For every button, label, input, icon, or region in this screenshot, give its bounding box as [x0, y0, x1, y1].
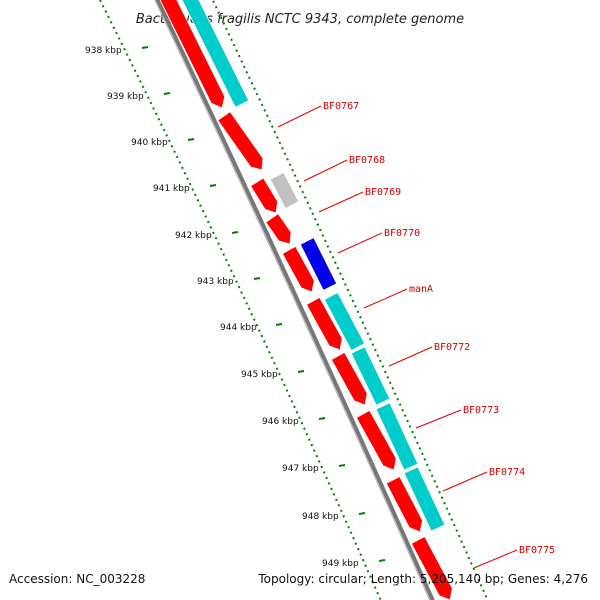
kbp-tick-label: 947 kbp — [282, 464, 319, 474]
gene-arrow-BF0773 — [330, 351, 368, 406]
gene-leader-line — [442, 471, 488, 492]
gene-leader-line — [415, 409, 462, 429]
kbp-tick-mark — [318, 417, 326, 420]
kbp-tick-mark — [141, 46, 149, 49]
feature-bar-BF0770 — [299, 237, 338, 291]
kbp-scale-ring — [99, 0, 382, 600]
topology-text: Topology: circular; Length: 5,205,140 bp… — [258, 572, 588, 586]
gene-label-BF0770[interactable]: BF0770 — [384, 228, 420, 239]
gene-label-BF0768[interactable]: BF0768 — [349, 155, 385, 166]
kbp-tick-mark — [253, 277, 261, 280]
kbp-tick-label: 944 kbp — [220, 323, 257, 333]
kbp-tick-label: 946 kbp — [262, 417, 299, 427]
gene-label-BF0774[interactable]: BF0774 — [489, 467, 525, 478]
feature-bar-BF0774 — [403, 466, 446, 532]
gene-label-group: BF0767 BF0768 BF0769 BF0770 manA BF0772 BF0773… — [277, 101, 555, 569]
kbp-tick-label: 943 kbp — [197, 277, 234, 287]
gene-label-BF0773[interactable]: BF0773 — [463, 405, 499, 416]
kbp-tick-mark — [297, 370, 305, 373]
genome-title: Bacteroides fragilis NCTC 9343, complete… — [136, 12, 464, 27]
gene-label-manA[interactable]: manA — [409, 284, 433, 295]
gene-leader-line — [277, 105, 322, 128]
gene-arrow-BF0775 — [410, 535, 453, 600]
kbp-tick-label: 941 kbp — [153, 184, 190, 194]
gene-label-BF0775[interactable]: BF0775 — [519, 545, 555, 556]
gene-arrow-BF0772 — [305, 296, 343, 351]
kbp-tick-mark — [275, 323, 283, 326]
feature-bar-BF0772 — [350, 346, 391, 406]
gene-arrow-BF0770 — [265, 213, 292, 245]
feature-bar-manA — [323, 291, 366, 352]
kbp-tick-group: 938 kbp 939 kbp 940 kbp 941 kbp 942 kbp 943 k… — [85, 46, 386, 569]
gene-arrow-BF0768 — [217, 111, 264, 171]
gene-leader-line — [337, 232, 383, 254]
kbp-tick-mark — [338, 464, 346, 467]
kbp-tick-label: 938 kbp — [85, 46, 122, 56]
gene-leader-line — [318, 191, 364, 213]
genome-backbone-inner — [154, 0, 431, 600]
kbp-tick-mark — [358, 512, 366, 515]
kbp-tick-label: 948 kbp — [302, 512, 339, 522]
gene-leader-line — [363, 288, 408, 309]
kbp-tick-label: 942 kbp — [175, 231, 212, 241]
kbp-tick-mark — [163, 92, 171, 95]
gene-label-BF0772[interactable]: BF0772 — [434, 342, 470, 353]
feature-bar-BF0767 — [181, 0, 250, 108]
gene-leader-line — [303, 159, 348, 182]
gene-track — [159, 0, 453, 600]
kbp-tick-label: 940 kbp — [131, 138, 168, 148]
kbp-tick-mark — [209, 184, 217, 187]
outer-tick-ring — [211, 0, 489, 600]
kbp-tick-mark — [378, 559, 386, 562]
gene-leader-line — [388, 346, 433, 367]
gene-label-BF0767[interactable]: BF0767 — [323, 101, 359, 112]
gene-arrow-manA — [281, 245, 315, 293]
gene-arrow-BF0775 — [385, 476, 423, 533]
genome-backbone — [155, 0, 435, 600]
kbp-tick-label: 949 kbp — [322, 559, 359, 569]
kbp-tick-label: 939 kbp — [107, 92, 144, 102]
gene-leader-line — [473, 549, 518, 569]
accession-text: Accession: NC_003228 — [9, 572, 146, 586]
gene-arrow-BF0767 — [159, 0, 226, 109]
feature-bar-BF0773 — [375, 402, 419, 471]
gene-arrow-BF0769 — [250, 177, 279, 214]
kbp-tick-mark — [187, 138, 195, 141]
gene-arrow-BF0774 — [355, 409, 397, 471]
gene-label-BF0769[interactable]: BF0769 — [365, 187, 401, 198]
feature-bar-BF0768 — [269, 172, 300, 209]
kbp-tick-mark — [231, 231, 239, 234]
kbp-tick-label: 945 kbp — [241, 370, 278, 380]
